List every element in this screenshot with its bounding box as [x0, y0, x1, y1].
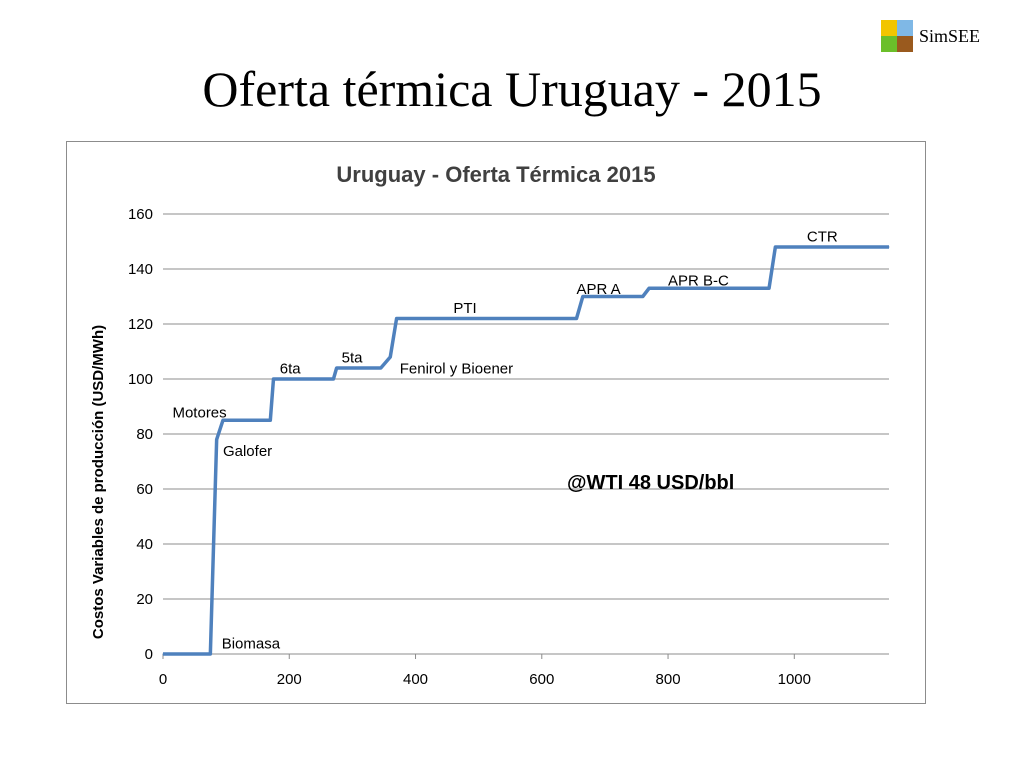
- chart-title: Uruguay - Oferta Térmica 2015: [336, 162, 655, 187]
- annotation-layer: Biomasa Galofer Motores 6ta 5ta Fenirol y Bio…: [172, 229, 837, 653]
- series-point: [774, 246, 776, 248]
- series-line: [163, 245, 889, 656]
- series-point: [162, 653, 164, 655]
- y-tick-label: 120: [128, 316, 153, 333]
- annotation-label: Motores: [172, 405, 226, 422]
- series-point: [648, 287, 650, 289]
- x-tick-label: 800: [656, 671, 681, 688]
- series-layer: [162, 245, 890, 656]
- series-point: [389, 356, 391, 358]
- annotation-label: 6ta: [280, 361, 302, 378]
- y-tick-label: 20: [136, 591, 153, 608]
- series-point: [396, 318, 398, 319]
- series-point: [269, 419, 271, 421]
- y-tick-label: 100: [128, 371, 153, 388]
- y-tick-label: 40: [136, 536, 153, 553]
- y-tick-label: 0: [145, 646, 153, 663]
- grid-layer: [163, 213, 889, 655]
- chart-svg: Uruguay - Oferta Térmica 2015 Costos Var…: [90, 162, 890, 688]
- logo-cell-brown: [897, 36, 913, 52]
- series-point: [768, 287, 770, 289]
- annotation-label: Galofer: [223, 443, 272, 460]
- series-point: [888, 246, 890, 248]
- annotation-label: CTR: [807, 229, 838, 246]
- series-point: [576, 318, 578, 319]
- annotation-label: @WTI 48 USD/bbl: [567, 472, 734, 494]
- series-point: [332, 378, 334, 380]
- x-tick-label: 0: [159, 671, 167, 688]
- series-point: [222, 419, 224, 421]
- series-point: [216, 439, 218, 440]
- y-tick-label: 60: [136, 481, 153, 498]
- logo-cell-yellow: [881, 20, 897, 36]
- series-point: [642, 296, 644, 297]
- chart-frame: Uruguay - Oferta Térmica 2015 Costos Var…: [66, 141, 926, 704]
- logo-cell-green: [881, 36, 897, 52]
- x-tick-label: 1000: [778, 671, 811, 688]
- series-point: [582, 296, 584, 297]
- y-axis-label: Costos Variables de producción (USD/MWh): [90, 325, 107, 639]
- y-tick-label: 160: [128, 206, 153, 223]
- x-tick-label: 200: [277, 671, 302, 688]
- x-tick-label: 600: [529, 671, 554, 688]
- series-point: [380, 367, 382, 369]
- slide-title: Oferta térmica Uruguay - 2015: [202, 61, 822, 117]
- annotation-label: APR B-C: [668, 273, 729, 290]
- simsee-logo: SimSEE: [881, 20, 980, 52]
- annotation-label: APR A: [577, 281, 621, 298]
- logo-cell-blue: [897, 20, 913, 36]
- y-tick-label: 140: [128, 261, 153, 278]
- annotation-label: Fenirol y Bioener: [400, 361, 513, 378]
- tick-layer: 0 20 40 60 80 100 120 140 160 0 200 400 600 800 1000: [128, 206, 811, 688]
- x-tick-label: 400: [403, 671, 428, 688]
- series-point: [272, 378, 274, 380]
- series-point: [209, 653, 211, 655]
- y-tick-label: 80: [136, 426, 153, 443]
- series-point: [336, 367, 338, 369]
- simsee-logo-icon: [881, 20, 913, 52]
- annotation-label: 5ta: [342, 350, 364, 367]
- annotation-label: PTI: [453, 300, 476, 317]
- annotation-label: Biomasa: [222, 636, 281, 653]
- logo-text: SimSEE: [919, 25, 981, 46]
